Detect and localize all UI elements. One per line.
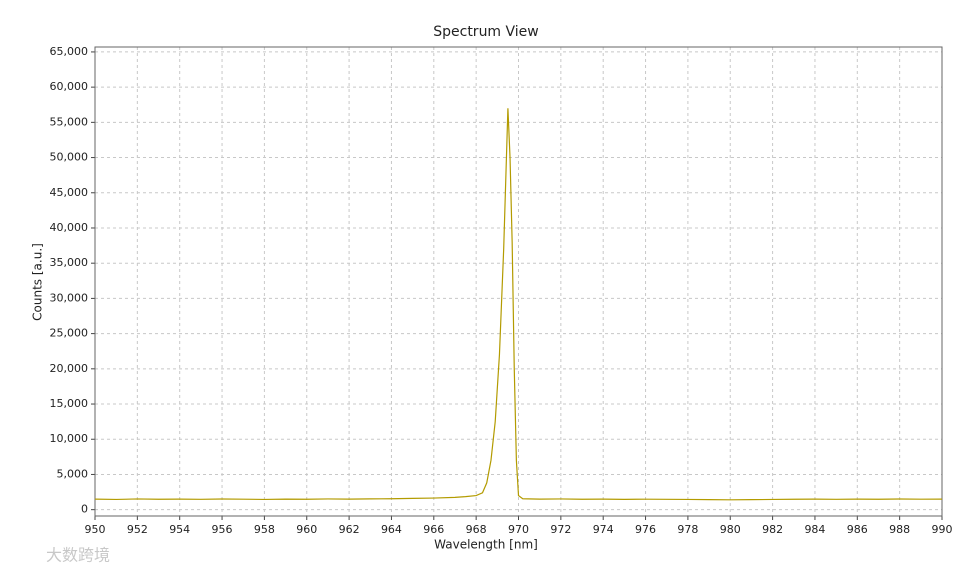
x-tick-label: 964 bbox=[381, 523, 402, 536]
x-tick-label: 978 bbox=[677, 523, 698, 536]
x-tick-label: 974 bbox=[593, 523, 614, 536]
x-tick-label: 958 bbox=[254, 523, 275, 536]
x-tick-label: 982 bbox=[762, 523, 783, 536]
x-tick-label: 976 bbox=[635, 523, 656, 536]
y-tick-label: 25,000 bbox=[50, 327, 89, 340]
y-tick-label: 35,000 bbox=[50, 256, 89, 269]
x-tick-label: 962 bbox=[339, 523, 360, 536]
y-tick-label: 20,000 bbox=[50, 362, 89, 375]
x-tick-label: 990 bbox=[932, 523, 953, 536]
x-tick-label: 950 bbox=[85, 523, 106, 536]
y-tick-label: 0 bbox=[81, 503, 88, 516]
x-tick-label: 960 bbox=[296, 523, 317, 536]
watermark: 大数跨境 bbox=[46, 546, 110, 565]
y-tick-label: 55,000 bbox=[50, 115, 89, 128]
y-tick-label: 45,000 bbox=[50, 186, 89, 199]
y-tick-label: 65,000 bbox=[50, 45, 89, 58]
y-tick-label: 50,000 bbox=[50, 151, 89, 164]
y-tick-label: 5,000 bbox=[57, 467, 89, 480]
x-tick-label: 980 bbox=[720, 523, 741, 536]
x-tick-label: 966 bbox=[423, 523, 444, 536]
x-tick-label: 988 bbox=[889, 523, 910, 536]
x-tick-label: 986 bbox=[847, 523, 868, 536]
x-tick-label: 954 bbox=[169, 523, 190, 536]
x-tick-label: 972 bbox=[550, 523, 571, 536]
y-tick-label: 10,000 bbox=[50, 432, 89, 445]
chart-title: Spectrum View bbox=[433, 24, 539, 40]
x-tick-label: 970 bbox=[508, 523, 529, 536]
x-axis-label: Wavelength [nm] bbox=[434, 538, 538, 552]
y-tick-label: 15,000 bbox=[50, 397, 89, 410]
x-tick-label: 968 bbox=[466, 523, 487, 536]
x-tick-label: 956 bbox=[212, 523, 233, 536]
x-tick-label: 952 bbox=[127, 523, 148, 536]
y-axis-label: Counts [a.u.] bbox=[31, 243, 45, 321]
y-tick-label: 30,000 bbox=[50, 291, 89, 304]
x-tick-label: 984 bbox=[804, 523, 825, 536]
spectrum-line bbox=[94, 108, 943, 501]
y-tick-label: 60,000 bbox=[50, 80, 89, 93]
plot-frame bbox=[94, 46, 943, 517]
y-tick-label: 40,000 bbox=[50, 221, 89, 234]
